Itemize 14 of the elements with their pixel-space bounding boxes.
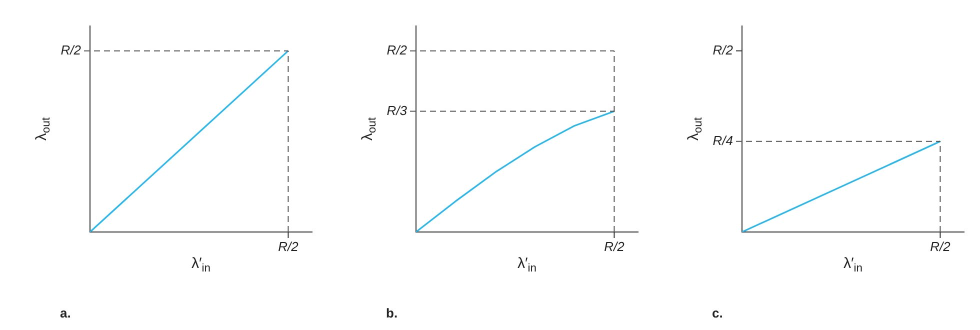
text: R/2 xyxy=(930,239,952,254)
ref-line-label: R/4 xyxy=(712,133,733,148)
ref-line-label: R/2 xyxy=(712,42,734,58)
text: b. xyxy=(386,306,398,321)
y-axis-title: λout xyxy=(359,116,379,141)
text: c. xyxy=(712,306,723,321)
text: R/2 xyxy=(604,239,626,254)
ref-line-label: R/3 xyxy=(386,102,408,118)
text: a. xyxy=(60,306,71,321)
ref-line-label: R/2 xyxy=(60,42,82,58)
ref-line-label: R/2 xyxy=(386,42,408,58)
y-axis-title: λout xyxy=(33,116,53,141)
text: R/2 xyxy=(278,239,300,254)
y-axis-title: λout xyxy=(685,116,705,141)
